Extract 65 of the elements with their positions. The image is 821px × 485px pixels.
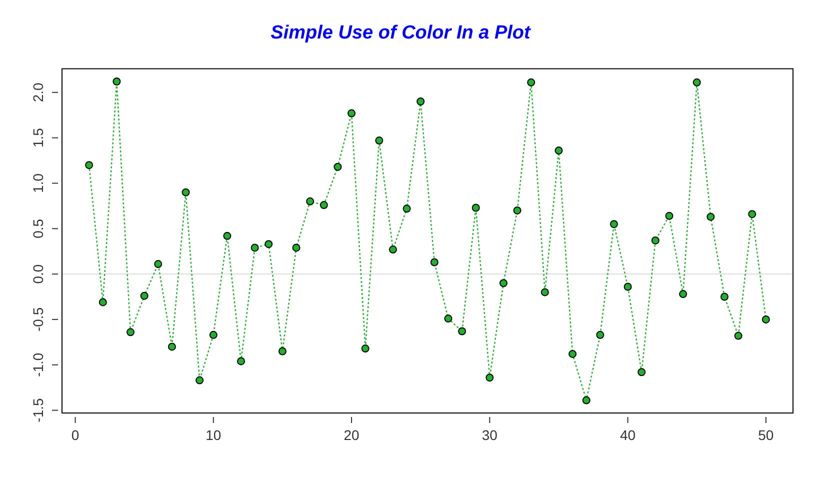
point [679,290,688,298]
point [264,240,273,248]
point [568,350,577,358]
x-tick-label: 40 [620,426,636,443]
point [610,220,618,228]
point [444,314,452,323]
y-tick-label: -1.5 [30,398,46,422]
point [375,136,384,145]
point [651,236,660,244]
point [513,206,522,214]
point [596,330,604,339]
point [706,212,715,221]
point [292,244,300,252]
point [624,282,632,291]
y-tick-label: 1.5 [30,128,46,148]
point [140,292,148,300]
point [306,197,314,206]
point [540,288,549,296]
point [416,97,425,106]
point [196,376,204,384]
x-tick-label: 20 [344,426,360,443]
point [499,279,508,288]
point [361,344,370,353]
point [348,109,356,118]
y-tick-label: -1.0 [30,352,46,377]
point [334,162,342,171]
point [472,204,480,212]
point [388,246,397,254]
point [168,342,176,351]
point [554,146,563,155]
point [278,347,286,356]
point [458,327,466,336]
point [223,232,232,240]
point [762,315,770,324]
x-tick-label: 50 [758,426,774,443]
point [98,298,107,306]
point [182,188,190,196]
point [486,374,494,382]
point [402,204,411,213]
y-tick-label: 2.0 [30,82,46,102]
x-tick-label: 30 [482,426,498,443]
point [430,258,438,266]
chart-title: Simple Use of Color In a Plot [270,22,532,44]
x-tick-label: 10 [206,426,222,443]
point [734,332,742,340]
x-tick-label: 0 [71,426,80,443]
y-tick-label: 0.0 [30,264,46,284]
point [209,330,218,339]
point [85,161,94,170]
point [154,260,162,268]
point [112,78,121,86]
point [720,292,728,301]
point [748,210,756,218]
y-tick-label: 1.0 [30,173,46,193]
point [638,368,646,376]
point [527,78,536,86]
point [665,212,674,220]
point [692,78,701,86]
point [320,201,328,210]
point [582,396,590,404]
point [126,328,135,336]
y-tick-label: -0.5 [30,307,46,332]
point [250,244,259,252]
y-tick-label: 0.5 [30,218,46,238]
point [237,357,246,366]
